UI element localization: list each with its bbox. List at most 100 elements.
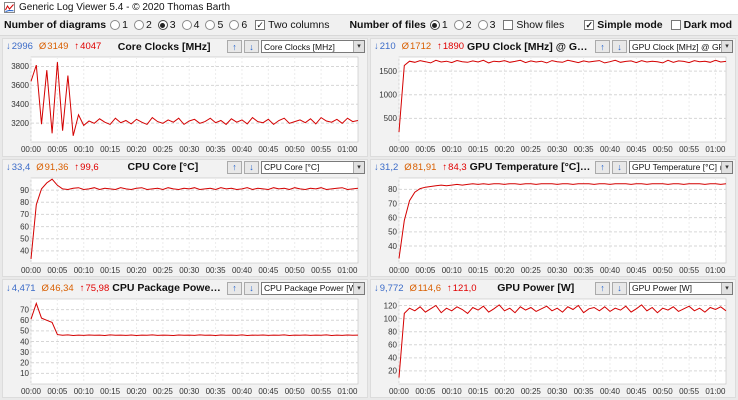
metric-select[interactable]: GPU Clock [MHz] @ GPU ▾ (629, 40, 733, 54)
stat-min-value: 2996 (11, 41, 33, 53)
stat-avg: Ø 114,6 (410, 283, 441, 294)
chart-plot[interactable]: 00:00 00:05 00:10 00:15 00:20 00:25 00:30 00:35… (372, 295, 733, 396)
chart-panel: ↓ 210 Ø 1712 ↑ 1890 GPU Clock [MHz] @ GP… (370, 38, 736, 157)
svg-text:500: 500 (384, 115, 398, 124)
dark-mode-checkbox[interactable]: Dark mod (670, 19, 732, 31)
stat-max: ↑ 99,6 (74, 162, 98, 173)
metric-down-button[interactable]: ↓ (244, 281, 259, 295)
radio-diagrams-3[interactable]: 3 (157, 19, 176, 31)
svg-text:01:00: 01:00 (705, 387, 726, 396)
chart-plot[interactable]: 00:00 00:05 00:10 00:15 00:20 00:25 00:30 00:35… (4, 295, 365, 396)
radio-icon (181, 20, 192, 30)
metric-down-button[interactable]: ↓ (244, 160, 259, 174)
metric-select[interactable]: GPU Temperature [°C] @ ▾ (629, 160, 733, 174)
radio-diagrams-6[interactable]: 6 (229, 19, 247, 31)
metric-select[interactable]: GPU Power [W] ▾ (629, 281, 733, 295)
stat-min: ↓ 2996 (6, 41, 33, 52)
svg-text:30: 30 (20, 348, 29, 357)
radio-diagrams-1[interactable]: 1 (110, 19, 128, 31)
metric-select[interactable]: Core Clocks [MHz] ▾ (261, 40, 365, 54)
arrow-down-icon: ↓ (617, 283, 622, 294)
chart-panel-header: ↓ 4,471 Ø 46,34 ↑ 75,98 CPU Package Powe… (3, 280, 367, 295)
svg-text:70: 70 (20, 305, 29, 314)
svg-text:00:30: 00:30 (547, 387, 568, 396)
chart-panel-header: ↓ 33,4 Ø 91,36 ↑ 99,6 CPU Core [°C] ↑ (3, 160, 367, 174)
chart-stats: ↓ 2996 Ø 3149 ↑ 4047 (6, 41, 101, 52)
radio-icon (133, 20, 144, 30)
svg-text:00:05: 00:05 (47, 145, 68, 154)
svg-text:00:35: 00:35 (574, 145, 595, 154)
chart-plot[interactable]: 00:00 00:05 00:10 00:15 00:20 00:25 00:30 00:35… (4, 53, 365, 154)
svg-text:00:45: 00:45 (258, 145, 279, 154)
metric-down-button[interactable]: ↓ (244, 40, 259, 54)
radio-icon (429, 20, 440, 30)
svg-text:00:35: 00:35 (574, 266, 595, 275)
svg-text:10: 10 (20, 369, 29, 378)
svg-text:00:15: 00:15 (468, 266, 489, 275)
metric-select-value: GPU Clock [MHz] @ GPU (632, 41, 721, 52)
metric-select[interactable]: CPU Package Power [W] ▾ (261, 281, 365, 295)
radio-files-1[interactable]: 1 (429, 19, 448, 31)
svg-text:00:50: 00:50 (285, 145, 306, 154)
metric-select[interactable]: CPU Core [°C] ▾ (261, 160, 365, 174)
line-chart: 00:00 00:05 00:10 00:15 00:20 00:25 00:30 00:35… (20, 298, 359, 396)
radio-label: 4 (193, 19, 200, 31)
show-files-checkbox[interactable]: Show files (503, 19, 564, 31)
svg-text:60: 60 (388, 213, 397, 222)
metric-up-button[interactable]: ↑ (227, 160, 242, 174)
metric-up-button[interactable]: ↑ (595, 40, 610, 54)
stat-avg-value: 91,36 (44, 161, 69, 173)
radio-label: 6 (241, 19, 248, 31)
checkbox-icon (670, 20, 681, 30)
chart-controls: ↑ ↓ GPU Temperature [°C] @ ▾ (595, 160, 733, 174)
svg-text:01:00: 01:00 (337, 387, 358, 396)
radio-diagrams-5[interactable]: 5 (205, 19, 223, 31)
chart-panel-header: ↓ 31,2 Ø 81,91 ↑ 84,3 GPU Temperature [°… (371, 160, 735, 174)
stat-avg: Ø 91,36 (36, 162, 68, 173)
arrow-up-icon: ↑ (232, 162, 237, 173)
svg-text:1500: 1500 (379, 67, 397, 76)
svg-text:00:25: 00:25 (521, 387, 542, 396)
svg-text:00:50: 00:50 (653, 387, 674, 396)
window-titlebar: Generic Log Viewer 5.4 - © 2020 Thomas B… (0, 0, 738, 15)
svg-text:00:35: 00:35 (206, 387, 227, 396)
metric-down-button[interactable]: ↓ (612, 281, 627, 295)
stat-max: ↑ 121,0 (447, 283, 477, 294)
chart-plot[interactable]: 00:00 00:05 00:10 00:15 00:20 00:25 00:30 00:35… (4, 174, 365, 275)
svg-text:00:45: 00:45 (258, 387, 279, 396)
radio-diagrams-4[interactable]: 4 (181, 19, 200, 31)
svg-text:3600: 3600 (11, 82, 29, 91)
svg-text:70: 70 (388, 199, 397, 208)
metric-down-button[interactable]: ↓ (612, 160, 627, 174)
svg-text:00:30: 00:30 (179, 387, 200, 396)
svg-text:00:55: 00:55 (679, 387, 700, 396)
radio-files-2[interactable]: 2 (453, 19, 472, 31)
metric-up-button[interactable]: ↑ (227, 281, 242, 295)
chart-panel: ↓ 2996 Ø 3149 ↑ 4047 Core Clocks [MHz] ↑ (2, 38, 368, 157)
metric-down-button[interactable]: ↓ (612, 40, 627, 54)
svg-text:00:00: 00:00 (21, 387, 42, 396)
arrow-up-icon: ↑ (232, 283, 237, 294)
min-arrow-icon: ↓ (374, 161, 379, 173)
radio-label: 2 (145, 19, 152, 31)
svg-text:00:05: 00:05 (415, 266, 436, 275)
svg-text:00:05: 00:05 (415, 387, 436, 396)
two-columns-checkbox[interactable]: Two columns (255, 19, 329, 31)
svg-text:70: 70 (20, 210, 29, 219)
svg-text:00:55: 00:55 (679, 266, 700, 275)
metric-up-button[interactable]: ↑ (595, 281, 610, 295)
average-icon: Ø (404, 161, 412, 173)
simple-mode-checkbox[interactable]: Simple mode (584, 19, 663, 31)
chart-plot[interactable]: 00:00 00:05 00:10 00:15 00:20 00:25 00:30 00:35… (372, 174, 733, 275)
chart-plot[interactable]: 00:00 00:05 00:10 00:15 00:20 00:25 00:30 00:35… (372, 53, 733, 154)
svg-text:00:00: 00:00 (389, 266, 410, 275)
chart-panel-header: ↓ 9,772 Ø 114,6 ↑ 121,0 GPU Power [W] ↑ (371, 280, 735, 295)
metric-up-button[interactable]: ↑ (227, 40, 242, 54)
svg-text:40: 40 (388, 353, 397, 362)
svg-text:00:55: 00:55 (311, 387, 332, 396)
radio-files-3[interactable]: 3 (477, 19, 495, 31)
line-chart: 00:00 00:05 00:10 00:15 00:20 00:25 00:30 00:35… (384, 298, 727, 396)
metric-up-button[interactable]: ↑ (595, 160, 610, 174)
radio-diagrams-2[interactable]: 2 (133, 19, 152, 31)
svg-text:00:50: 00:50 (285, 387, 306, 396)
